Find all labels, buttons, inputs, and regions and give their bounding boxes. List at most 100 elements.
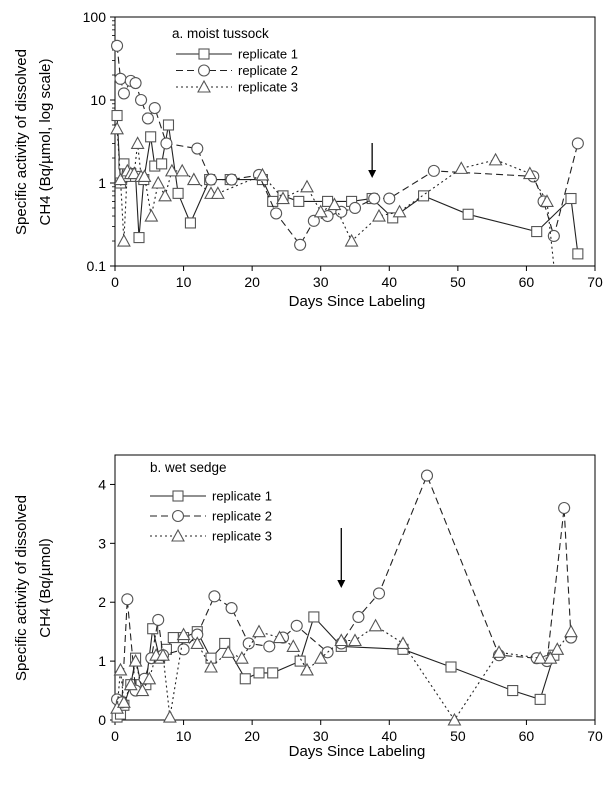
panel-b-point-replicate-2	[558, 501, 571, 515]
panel-a-series	[110, 39, 584, 267]
panel-a-point-replicate-3	[110, 121, 124, 135]
panel-b-point-replicate-3	[396, 636, 410, 649]
panel-a-y-tick-label: 10	[90, 92, 106, 108]
panel-b-point-replicate-3	[142, 671, 157, 685]
panel-a-point-replicate-3	[327, 197, 342, 211]
panel-b-point-replicate-1	[294, 655, 306, 667]
panel-a-y-tick-label: 100	[83, 9, 107, 25]
panel-a-point-replicate-2	[135, 93, 148, 107]
panel-a-point-replicate-3	[151, 175, 166, 189]
panel-b-point-replicate-1	[239, 673, 251, 685]
panel-b-point-replicate-3	[176, 627, 191, 641]
panel-a-point-replicate-1	[293, 195, 305, 207]
panel-a-axis-ticks: 0 10 20 30 40 50 60 70 0.1 1 10 100	[83, 9, 603, 290]
panel-b-point-replicate-1	[167, 632, 179, 644]
panel-a-x-tick-label: 40	[381, 274, 397, 290]
panel-b-x-tick-label: 30	[313, 728, 329, 744]
panel-a-point-replicate-2	[114, 72, 127, 85]
panel-a-y-axis-label-line2: CH4 (Bq/µmol, log scale)	[37, 58, 54, 225]
panel-a-point-replicate-1	[172, 187, 184, 199]
panel-a-point-replicate-1	[531, 226, 543, 238]
panel-a-x-axis-label: Days Since Labeling	[289, 293, 426, 310]
panel-b-x-tick-label: 20	[244, 728, 260, 744]
panel-b-point-replicate-3	[334, 633, 349, 647]
panel-b-point-replicate-3	[300, 662, 314, 676]
panel-a-treatment-arrow	[368, 143, 377, 178]
panel-b-treatment-arrow	[337, 528, 346, 588]
panel-a-moist-tussock: 0 10 20 30 40 50 60 70 0.1 1 10 100 a. moist tussoc…	[13, 9, 603, 310]
panel-a-x-tick-label: 70	[587, 274, 603, 290]
panel-b-point-replicate-1	[534, 693, 546, 705]
panel-b-legend-label-replicate-3: replicate 3	[212, 529, 272, 544]
panel-b-plot-frame	[114, 454, 596, 721]
panel-b-point-replicate-1	[219, 637, 231, 649]
panel-b-point-replicate-2	[242, 637, 255, 650]
panel-b-axis-ticks: 0 10 20 30 40 50 60 70 0 1 2 3 4	[98, 476, 603, 744]
panel-b-point-replicate-3	[128, 653, 143, 667]
panel-a-point-replicate-3	[313, 204, 328, 218]
panel-a-arrow-head	[368, 170, 377, 178]
panel-b-point-replicate-3	[564, 624, 578, 638]
panel-b-point-replicate-3	[113, 662, 128, 676]
panel-a-y-tick-label: 1	[98, 175, 106, 191]
panel-a-point-replicate-1	[418, 190, 430, 202]
panel-a-legend-label-replicate-1: replicate 1	[238, 47, 298, 62]
panel-b-point-replicate-2	[177, 643, 190, 656]
panel-b-y-tick-label: 4	[98, 476, 106, 492]
panel-b-legend-marker-replicate-3	[171, 528, 185, 542]
panel-b-x-tick-label: 70	[587, 728, 603, 744]
panel-b-point-replicate-3	[135, 683, 150, 697]
panel-a-point-replicate-3	[276, 191, 290, 205]
panel-a-point-replicate-3	[175, 163, 190, 177]
panel-a-point-replicate-2	[383, 192, 396, 205]
panel-b-point-replicate-2	[263, 640, 276, 653]
panel-a-x-tick-label: 50	[450, 274, 466, 290]
panel-b-x-tick-label: 10	[176, 728, 192, 744]
panel-a-point-replicate-2	[141, 112, 154, 125]
panel-b-wet-sedge: 0 10 20 30 40 50 60 70 0 1 2 3 4 b. wet sedge replic…	[13, 454, 603, 760]
panel-a-y-axis-label-line1: Specific activity of dissolved	[13, 49, 30, 235]
panel-b-point-replicate-3	[204, 659, 218, 673]
panel-b-point-replicate-3	[368, 618, 383, 632]
panel-b-point-replicate-2	[225, 602, 238, 615]
panel-b-y-tick-label: 1	[98, 653, 106, 669]
panel-b-y-tick-label: 3	[98, 535, 106, 551]
panel-b-y-axis-label-line1: Specific activity of dissolved	[13, 495, 30, 681]
panel-b-point-replicate-2	[152, 613, 165, 626]
panel-b-point-replicate-2	[372, 587, 386, 600]
panel-a-point-replicate-3	[488, 152, 503, 166]
panel-b-x-tick-label: 50	[450, 728, 466, 744]
panel-b-point-replicate-1	[507, 685, 519, 697]
panel-a-point-replicate-2	[368, 192, 381, 205]
panel-a-point-replicate-3	[186, 172, 201, 186]
panel-a-legend-marker-replicate-2	[197, 64, 211, 77]
panel-a-legend-marker-replicate-1	[198, 48, 210, 60]
panel-b-x-axis-label: Days Since Labeling	[289, 743, 426, 760]
panel-b-series-line-replicate-3	[116, 625, 572, 721]
panel-b-y-tick-label: 2	[98, 594, 106, 610]
panel-a-point-replicate-2	[294, 238, 307, 251]
panel-a-point-replicate-2	[427, 164, 440, 177]
panel-b-point-replicate-3	[550, 642, 565, 655]
panel-a-point-replicate-2	[191, 142, 204, 155]
panel-a-point-replicate-3	[130, 136, 145, 149]
panel-a-x-tick-label: 10	[176, 274, 192, 290]
panel-a-point-replicate-2	[571, 137, 584, 150]
panel-a-point-replicate-3	[210, 186, 225, 199]
panel-a-legend-label-replicate-3: replicate 3	[238, 80, 298, 95]
panel-b-x-tick-label: 0	[111, 728, 119, 744]
panel-b-legend-label-replicate-2: replicate 2	[212, 509, 272, 524]
panel-a-legend-marker-replicate-3	[197, 79, 211, 93]
panel-b-point-replicate-3	[543, 651, 558, 664]
panel-b-point-replicate-2	[208, 590, 221, 603]
panel-b-point-replicate-1	[147, 623, 159, 635]
panel-a-point-replicate-3	[344, 233, 359, 247]
panel-a-point-replicate-3	[300, 179, 314, 193]
panel-a-point-replicate-3	[372, 208, 386, 222]
panel-a-point-replicate-1	[462, 208, 474, 220]
panel-b-point-replicate-2	[121, 593, 134, 606]
panel-b-point-replicate-3	[123, 677, 138, 691]
panel-b-point-replicate-3	[313, 651, 328, 664]
